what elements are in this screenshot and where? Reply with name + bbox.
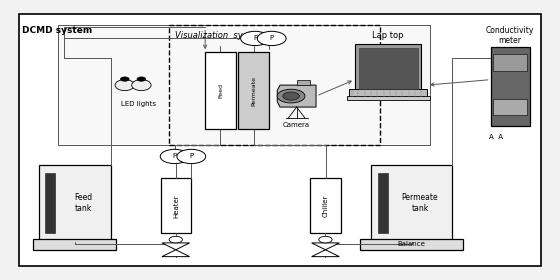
Text: Balance: Balance	[398, 241, 426, 247]
Text: Feed: Feed	[218, 83, 223, 98]
Circle shape	[241, 31, 269, 46]
Text: Visualization  system: Visualization system	[175, 31, 263, 40]
Circle shape	[277, 89, 305, 103]
Bar	[310, 178, 341, 233]
Polygon shape	[311, 243, 339, 250]
Text: Heater: Heater	[173, 194, 179, 218]
Text: Camera: Camera	[283, 122, 310, 128]
Bar	[169, 25, 380, 146]
Bar	[371, 165, 452, 242]
Text: Lap top: Lap top	[372, 31, 404, 40]
Text: P: P	[172, 153, 177, 160]
Bar	[378, 173, 388, 233]
Bar	[297, 80, 310, 85]
Bar	[349, 89, 427, 97]
Text: P: P	[253, 36, 257, 41]
Circle shape	[283, 92, 300, 100]
Circle shape	[257, 31, 286, 46]
Bar	[493, 99, 527, 115]
Circle shape	[160, 149, 189, 164]
Bar	[45, 173, 55, 233]
Bar	[33, 239, 116, 250]
Text: Permeate: Permeate	[251, 76, 256, 106]
Bar	[493, 53, 527, 71]
Text: A  A: A A	[489, 134, 503, 140]
Circle shape	[120, 77, 129, 81]
Text: Chiller: Chiller	[323, 195, 329, 217]
Bar	[58, 25, 430, 146]
Text: DCMD system: DCMD system	[22, 26, 92, 35]
Ellipse shape	[132, 80, 151, 91]
Polygon shape	[311, 250, 339, 257]
Text: P: P	[269, 36, 274, 41]
Ellipse shape	[115, 80, 134, 91]
Polygon shape	[277, 85, 316, 107]
Polygon shape	[162, 250, 190, 257]
Text: Conductivity
meter: Conductivity meter	[486, 26, 534, 45]
Circle shape	[137, 77, 146, 81]
Text: LED lights: LED lights	[121, 101, 156, 107]
Bar	[491, 47, 530, 126]
Bar	[161, 178, 192, 233]
Circle shape	[319, 236, 332, 243]
Text: Permeate
tank: Permeate tank	[402, 193, 438, 213]
Bar	[39, 165, 111, 242]
Text: P: P	[189, 153, 193, 160]
Bar	[361, 239, 463, 250]
Text: Feed
tank: Feed tank	[74, 193, 92, 213]
Bar	[355, 44, 421, 93]
Circle shape	[169, 236, 183, 243]
Bar	[205, 52, 236, 129]
Bar	[359, 48, 418, 89]
Polygon shape	[162, 243, 190, 250]
Circle shape	[177, 149, 206, 164]
Bar	[347, 96, 430, 100]
Bar	[239, 52, 269, 129]
